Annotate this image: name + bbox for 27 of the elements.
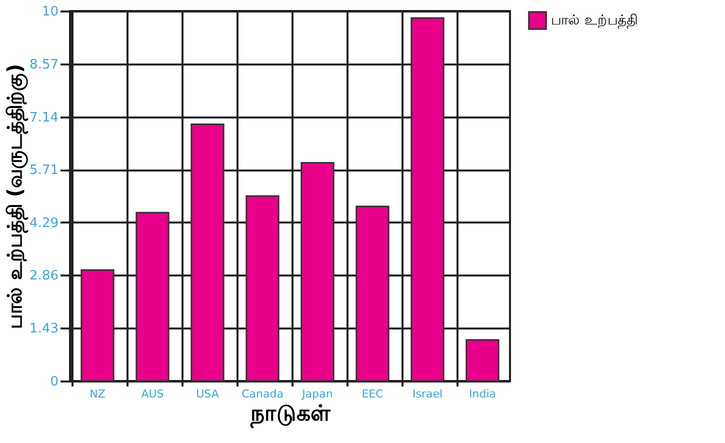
x-tick-label: India	[469, 388, 496, 400]
x-tick-label: Israel	[412, 388, 443, 400]
bar	[466, 339, 500, 382]
legend-label: பால் உற்பத்தி	[551, 12, 638, 28]
x-tick-label: Japan	[301, 388, 333, 400]
x-tick-label: AUS	[141, 388, 164, 400]
y-tick-label: 4.29	[30, 216, 58, 231]
x-tick-label: Canada	[242, 388, 284, 400]
y-tick-label: 5.71	[30, 163, 58, 178]
y-tick-label: 2.86	[30, 268, 58, 284]
y-tick-label: 1.43	[30, 322, 58, 337]
x-tick-label: USA	[196, 388, 220, 400]
bar	[410, 17, 444, 382]
x-tick-label: NZ	[90, 388, 106, 400]
x-axis-title: நாடுகள்	[250, 402, 332, 428]
bar	[356, 206, 390, 382]
y-tick-label: 0	[50, 374, 58, 390]
y-tick-label: 7.14	[30, 110, 58, 126]
bar	[246, 195, 280, 382]
x-tick-label: EEC	[362, 388, 384, 400]
bar	[300, 162, 334, 382]
y-tick-label: 8.57	[30, 57, 58, 72]
y-tick-label: 10	[42, 4, 58, 20]
bar	[190, 123, 224, 382]
y-axis-title: பால் உற்பத்தி (வருடத்திற்கு)	[2, 64, 29, 330]
bar	[80, 269, 114, 382]
bar	[136, 212, 170, 382]
